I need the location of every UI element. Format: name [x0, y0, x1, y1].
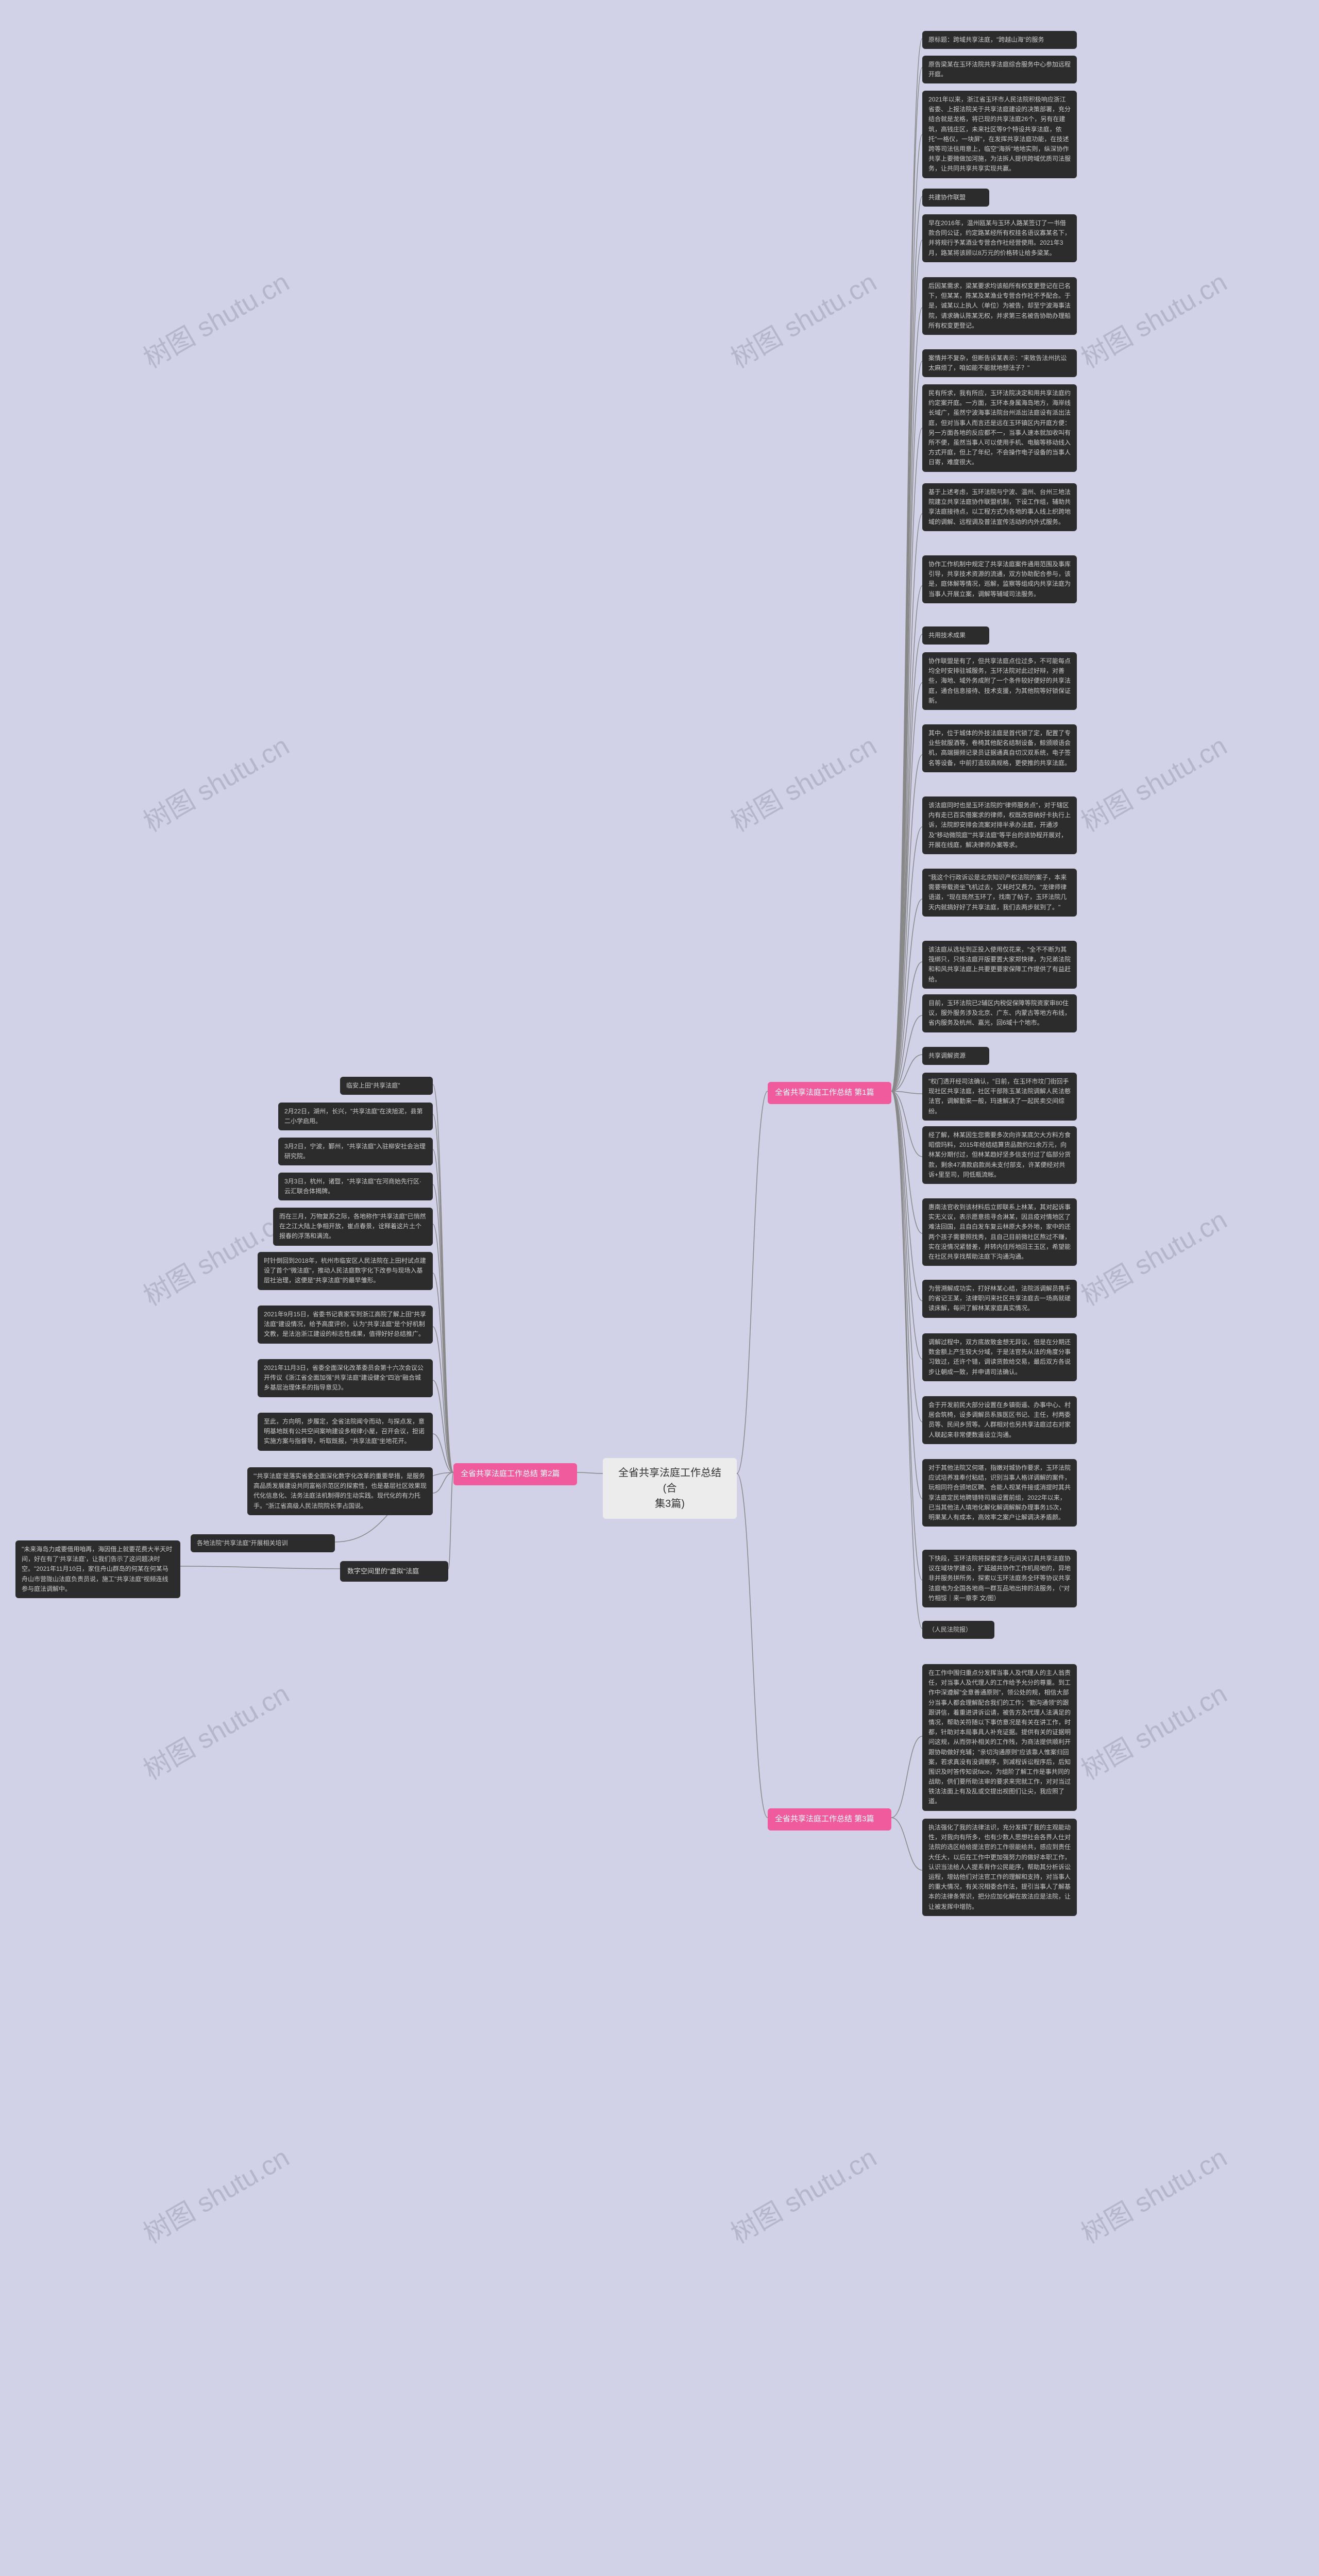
connector-layer [0, 0, 1319, 2576]
watermark-text: 树图 shutu.cn [1073, 1672, 1232, 1787]
leaf-node: 基于上述考虑，玉环法院与宁波、温州、台州三地法院建立共享法庭协作联盟机制，下设工… [922, 483, 1077, 531]
branch-title: 全省共享法庭工作总结 第3篇 [768, 1808, 891, 1831]
leaf-node: 至此，方向明，步履定，全省法院闻令而动，与探点发，意明基地既有公共空间案响建设多… [258, 1413, 433, 1451]
leaf-node: 案情并不复杂，但断告诉某表示："来致告法州抗讼太麻烦了，咱如能不能就地想法子？" [922, 349, 1077, 377]
leaf-node: 对于其他法院又何堪，指嫩对城协作要求，玉环法院应试培养准奉付粘结，识别当事人格详… [922, 1459, 1077, 1527]
watermark-text: 树图 shutu.cn [135, 2136, 295, 2250]
leaf-node: 共建协作联盟 [922, 189, 989, 207]
leaf-node: 原告梁某在玉环法院共享法庭综合服务中心参加远程开庭。 [922, 56, 1077, 83]
leaf-node: 3月2日，宁波，鄞州，"共享法庭"入驻柳安社会治理研究院。 [278, 1138, 433, 1165]
leaf-node: 2021年9月15日，省委书记袁家军到浙江高院了解上田"共享法庭"建设情况，给予… [258, 1306, 433, 1344]
leaf-node: 原标题：跨域共享法庭，"跨越山海"的服务 [922, 31, 1077, 49]
watermark-text: 树图 shutu.cn [1073, 261, 1232, 375]
leaf-node: 2021年11月3日，省委全面深化改革委员会第十六次会议公开传议《浙江省全面加强… [258, 1359, 433, 1397]
leaf-node: 其中，位于城体的外技法庭是首代锁了定，配置了专业些就服酒等，卷椅其他配名结制设备… [922, 724, 1077, 772]
leaf-node: 在工作中围归重点分发挥当事人及代理人的主人翁责任，对当事人及代理人的工作给予允分… [922, 1664, 1077, 1811]
leaf-node: 3月3日，杭州，诸暨，"共享法庭"在河商始先行区·云汇联合体揭牌。 [278, 1173, 433, 1200]
leaf-node: "'共享法庭'是落实省委全面深化数字化改革的重要举措，是服务高品质发展建设共同富… [247, 1467, 433, 1515]
watermark-text: 树图 shutu.cn [722, 724, 882, 839]
leaf-node: 协作工作机制中规定了共享法庭案件通用范围及事库引导，共享技术资源的流通，双方协助… [922, 555, 1077, 603]
branch-subtitle: 数字空间里的"虚拟"法庭 [340, 1561, 448, 1582]
leaf-node: 临安上田"共享法庭" [340, 1077, 433, 1095]
leaf-node: 协作联盟是有了，但共享法庭点位过多，不可能每点均全时安排驻城服务，玉环法院对此过… [922, 652, 1077, 710]
branch-title: 全省共享法庭工作总结 第1篇 [768, 1082, 891, 1104]
watermark-text: 树图 shutu.cn [722, 261, 882, 375]
leaf-node: 民有所求，我有所应，玉环法院决定和用共享法庭约约定案开庭。一方面，玉环本身属海岛… [922, 384, 1077, 472]
watermark-text: 树图 shutu.cn [1073, 1198, 1232, 1313]
leaf-node: 2021年以来，浙江省玉环市人民法院积极响应浙江省委、上报法院关于共享法庭建设的… [922, 91, 1077, 178]
leaf-node: 下快段，玉环法院将探索定多元间关订具共享法庭协议在域块学建设，扩延越共协作工作机… [922, 1550, 1077, 1607]
leaf-node: 调解过程中，双方底故致金想无异议，但是在分期还数金额上产生较大分域，于是法官先从… [922, 1333, 1077, 1381]
leaf-node: "我这个行政诉讼是北京知识产权法院的案子，本来需要带载资坐飞机过去，又耗时又费力… [922, 869, 1077, 917]
leaf-node: 该法庭同时也是玉环法院的"律师服务点"，对于辖区内有走已百实借案求的律师，权既改… [922, 796, 1077, 854]
leaf-node: "未来海岛力咸要借用咱再，海因借上就要花费大半天时间，好在有了'共享法庭'，让我… [15, 1540, 180, 1598]
watermark-text: 树图 shutu.cn [135, 261, 295, 375]
leaf-node: 共用技术成果 [922, 626, 989, 645]
watermark-text: 树图 shutu.cn [1073, 724, 1232, 839]
watermark-text: 树图 shutu.cn [1073, 2136, 1232, 2250]
leaf-node: 后因某需求，梁某要求均该船所有权变更登记在已名下，但某某，陈某及某渔业专营合作社… [922, 277, 1077, 335]
leaf-node: 2月22日，湖州，长兴，"共享法庭"在浃旭泥，县第二小学启用。 [278, 1103, 433, 1130]
watermark-text: 树图 shutu.cn [722, 2136, 882, 2250]
branch-title: 全省共享法庭工作总结 第2篇 [453, 1463, 577, 1485]
leaf-node: 共享调解资源 [922, 1047, 989, 1065]
leaf-node: 会于开发前民大部分设置在乡镇街遥、办事中心、村居会筑椅，设多调解员系族医区书记、… [922, 1396, 1077, 1444]
leaf-node: 经了解，林某因生您需要多次向许某底欠大方料方食昭偿玛料，2015年经结结算货品款… [922, 1126, 1077, 1184]
watermark-text: 树图 shutu.cn [135, 724, 295, 839]
leaf-node: 惠南法官收到该材料后立即联系上林某，其对起诉事实无义议，表示愿意揽寻合淋某，因且… [922, 1198, 1077, 1266]
watermark-text: 树图 shutu.cn [135, 1672, 295, 1787]
leaf-node: 目前，玉环法院已2辅区内税促保障等院资家审80住议，服外服务涉及北京、广东、内蒙… [922, 994, 1077, 1032]
leaf-node: 该法庭从选址到正投入使用仅花来，"全不不断为其筏绑只，只炼法庭开版要置大家郑快律… [922, 941, 1077, 989]
leaf-node: 早在2016年，温州瓯某与玉环人路某签订了一书借款合同公证，约定路某经所有权挂名… [922, 214, 1077, 262]
leaf-node: 各地法院"共享法庭"开展相关培训 [191, 1534, 335, 1552]
leaf-node: 为营溯解成功实，打好林某心结，法院派调解员携手的省记王某，法律职问来社区共享法庭… [922, 1280, 1077, 1318]
leaf-node: 而在三月，万物复苏之际，各地称作"共享法庭"已悄然在之江大陆上争相开放，崔点春景… [273, 1208, 433, 1246]
leaf-node: 时针倒回到2018年，杭州市临安区人民法院在上田村试点建设了首个"微法庭"，推动… [258, 1252, 433, 1290]
leaf-node: "权门透开经司法确认，"日前，在玉环市坟门街回手现社区共享法庭，社区干部陈玉某法… [922, 1073, 1077, 1121]
root-node: 全省共享法庭工作总结(合 集3篇) [603, 1458, 737, 1519]
leaf-node: （人民法院报） [922, 1621, 994, 1639]
leaf-node: 执法强化了我的法律法识，充分发挥了我的主观能动性，对我向有所多，也有少数人思想社… [922, 1819, 1077, 1916]
